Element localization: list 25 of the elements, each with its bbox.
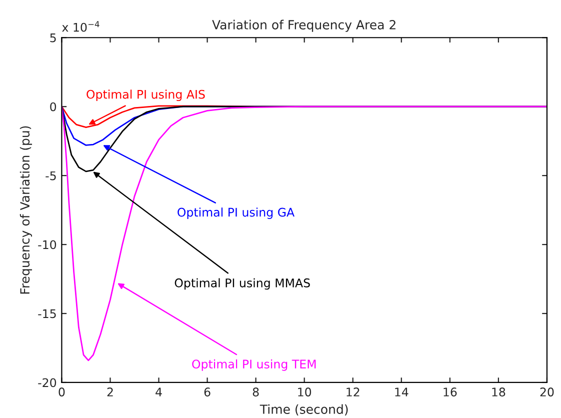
- y-tick-label: 5: [50, 34, 56, 42]
- x-axis-title: Time (second): [260, 404, 348, 416]
- x-tick-label: 8: [252, 388, 259, 396]
- y-axis-title: Frequency of Variation (pu): [20, 126, 32, 294]
- x-tick-label: 14: [395, 388, 408, 396]
- annotation: Optimal PI using GA: [178, 208, 295, 219]
- annotation: Optimal PI using TEM: [192, 359, 316, 371]
- annotation: Optimal PI using AIS: [86, 90, 205, 102]
- x-tick-label: 20: [540, 388, 554, 396]
- y-tick-label: -5: [46, 171, 56, 180]
- x-tick-label: 6: [204, 388, 210, 396]
- x-tick-label: 12: [346, 388, 360, 396]
- chart-title: Variation of Frequency Area 2: [212, 20, 396, 32]
- text: x 10$^{−4}$: [62, 21, 100, 32]
- y-tick-label: -15: [38, 309, 56, 318]
- y-tick-label: -10: [38, 240, 56, 250]
- annotation: Optimal PI using MMAS: [174, 278, 310, 290]
- x-tick-label: 0: [58, 388, 65, 396]
- y-tick-label: -20: [38, 378, 56, 388]
- x-tick-label: 18: [492, 388, 506, 396]
- y-tick-label: 0: [50, 102, 56, 112]
- x-tick-label: 10: [298, 388, 312, 396]
- x-tick-label: 16: [444, 388, 457, 396]
- x-tick-label: 4: [156, 388, 162, 396]
- x-tick-label: 2: [107, 388, 113, 396]
